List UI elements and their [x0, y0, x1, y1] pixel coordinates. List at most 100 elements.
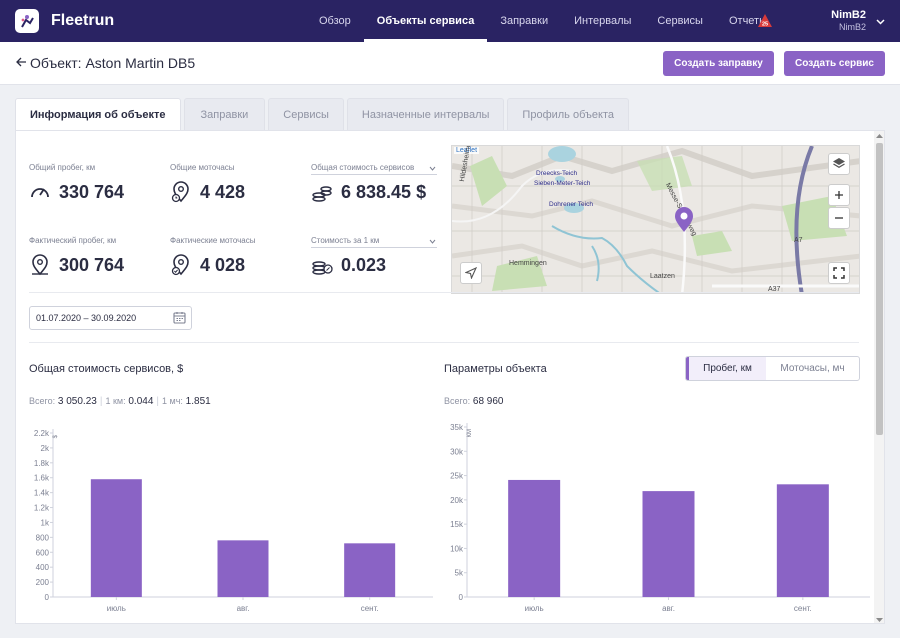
- bar[interactable]: [508, 479, 561, 597]
- stat-value: 330 764: [59, 182, 125, 202]
- chevron-down-icon[interactable]: [876, 17, 885, 26]
- stat-value: 300 764: [59, 255, 125, 275]
- layers-icon: [833, 158, 845, 169]
- y-tick-label: 2k: [41, 444, 50, 453]
- cost-bar-chart: $0 200 400 600 800 1k 1.2k 1.4k 1.6k 1.8k 2k 2.2k ию…: [34, 429, 433, 613]
- fleetrun-logo-icon[interactable]: [15, 9, 39, 33]
- bar[interactable]: [642, 491, 695, 597]
- nav-service-objects[interactable]: Объекты сервиса: [363, 0, 488, 42]
- chevron-down-icon[interactable]: [429, 165, 436, 172]
- create-fueling-button[interactable]: Создать заправку: [663, 51, 774, 76]
- location-check-icon: [171, 254, 189, 276]
- map-zoom-out-button[interactable]: [828, 207, 850, 229]
- coins-icon: [312, 186, 332, 202]
- y-tick-label: 10k: [450, 544, 464, 553]
- y-tick-label: 200: [36, 578, 50, 587]
- stat-label: Фактический пробег, км: [29, 236, 117, 245]
- calendar-icon[interactable]: [173, 311, 186, 324]
- create-service-button[interactable]: Создать сервис: [784, 51, 885, 76]
- brand-name[interactable]: Fleetrun: [51, 12, 115, 29]
- cost-per-km-dropdown[interactable]: Стоимость за 1 км: [311, 236, 437, 248]
- tab-fuelings[interactable]: Заправки: [183, 98, 266, 130]
- x-tick-label: авг.: [237, 604, 250, 613]
- map-label: Hemmingen: [509, 260, 547, 267]
- user-name: NimB2: [831, 9, 866, 21]
- map-label: Sieben-Meter-Teich: [534, 180, 591, 187]
- map-marker-icon[interactable]: [674, 207, 694, 233]
- fullscreen-icon: [833, 267, 845, 279]
- divider: [29, 292, 859, 293]
- tab-object-info[interactable]: Информация об объекте: [15, 98, 181, 131]
- y-tick-label: 1.2k: [34, 504, 50, 513]
- svg-text:25: 25: [762, 22, 768, 28]
- cost-chart-summary: Всего: 3 050.23 | 1 км: 0.044 | 1 мч: 1.851: [29, 396, 211, 407]
- top-navigation-bar: Fleetrun Обзор Объекты сервиса Заправки …: [0, 0, 900, 42]
- scrollbar[interactable]: [874, 131, 884, 623]
- stat-value: 6 838.45 $: [341, 182, 427, 202]
- nav-services[interactable]: Сервисы: [657, 15, 703, 27]
- stat-total-hours: Общие моточасы 4 428: [170, 163, 298, 203]
- y-tick-label: 2.2k: [34, 429, 50, 438]
- map-label: Laatzen: [650, 273, 675, 280]
- y-tick-label: 400: [36, 563, 50, 572]
- x-tick-label: авг.: [662, 604, 675, 613]
- total-cost-dropdown[interactable]: Общая стоимость сервисов: [311, 163, 437, 175]
- map-label: A37: [768, 286, 781, 293]
- params-chart-title: Параметры объекта: [444, 363, 547, 375]
- bar[interactable]: [776, 484, 829, 597]
- map-fullscreen-button[interactable]: [828, 262, 850, 284]
- scroll-down-icon[interactable]: [876, 617, 883, 623]
- stat-value: 4 428: [200, 182, 246, 202]
- stat-label: Фактические моточасы: [170, 236, 256, 245]
- scroll-up-icon[interactable]: [876, 133, 883, 139]
- nav-intervals[interactable]: Интервалы: [574, 15, 632, 27]
- x-tick-label: июль: [107, 604, 126, 613]
- y-tick-label: 800: [36, 533, 50, 542]
- date-range-input[interactable]: 01.07.2020 – 30.09.2020: [29, 306, 192, 330]
- nav-overview[interactable]: Обзор: [319, 15, 351, 27]
- map-layers-button[interactable]: [828, 153, 850, 175]
- bar[interactable]: [217, 540, 269, 597]
- stat-value: 4 028: [200, 255, 246, 275]
- toggle-engine-hours[interactable]: Моточасы, мч: [780, 363, 845, 374]
- nav-reports[interactable]: Отчеты: [728, 15, 767, 27]
- location-pin-icon: [32, 254, 48, 276]
- map-locate-button[interactable]: [460, 262, 482, 284]
- y-axis-unit-label: $: [53, 434, 59, 438]
- back-arrow-icon[interactable]: [15, 56, 27, 68]
- object-info-panel: Общий пробег, км 330 764 Общие моточасы …: [15, 130, 885, 624]
- object-tabs: Информация об объекте Заправки Сервисы Н…: [15, 98, 632, 131]
- stat-actual-hours: Фактические моточасы 4 028: [170, 236, 298, 276]
- y-axis-unit-label: КМ: [467, 429, 473, 438]
- nav-fuelings[interactable]: Заправки: [500, 15, 549, 27]
- tab-assigned-intervals[interactable]: Назначенные интервалы: [346, 98, 505, 130]
- y-tick-label: 30k: [450, 447, 464, 456]
- divider: [29, 342, 859, 343]
- y-tick-label: 600: [36, 548, 50, 557]
- map-attribution[interactable]: Leaflet: [454, 147, 480, 154]
- x-tick-label: июль: [525, 604, 544, 613]
- stat-total-cost[interactable]: Общая стоимость сервисов 6 838.45 $: [311, 163, 439, 202]
- stat-actual-mileage: Фактический пробег, км 300 764: [29, 236, 157, 276]
- bar[interactable]: [344, 543, 396, 597]
- location-clock-icon: [171, 181, 189, 203]
- notification-badge-icon[interactable]: 25: [757, 13, 773, 29]
- user-menu[interactable]: NimB2 NimB2: [831, 9, 866, 32]
- y-tick-label: 1.8k: [34, 459, 50, 468]
- tab-services[interactable]: Сервисы: [268, 98, 344, 130]
- stat-label: Общие моточасы: [170, 163, 235, 172]
- toggle-mileage[interactable]: Пробег, км: [686, 357, 766, 380]
- y-tick-label: 35k: [450, 423, 464, 432]
- map-label: A7: [794, 237, 803, 244]
- main-nav: Обзор Объекты сервиса Заправки Интервалы…: [306, 0, 780, 42]
- y-tick-label: 20k: [450, 496, 464, 505]
- stat-cost-per-km[interactable]: Стоимость за 1 км 0.023: [311, 236, 439, 275]
- scrollbar-thumb[interactable]: [876, 143, 883, 435]
- y-tick-label: 0: [45, 593, 50, 602]
- tab-object-profile[interactable]: Профиль объекта: [507, 98, 629, 130]
- object-map[interactable]: Leaflet Dreecks-Teich Sieben-Meter-Teich…: [451, 145, 860, 294]
- map-zoom-in-button[interactable]: [828, 184, 850, 206]
- bar[interactable]: [90, 479, 142, 597]
- coins-percent-icon: [312, 261, 333, 275]
- chevron-down-icon[interactable]: [429, 238, 436, 245]
